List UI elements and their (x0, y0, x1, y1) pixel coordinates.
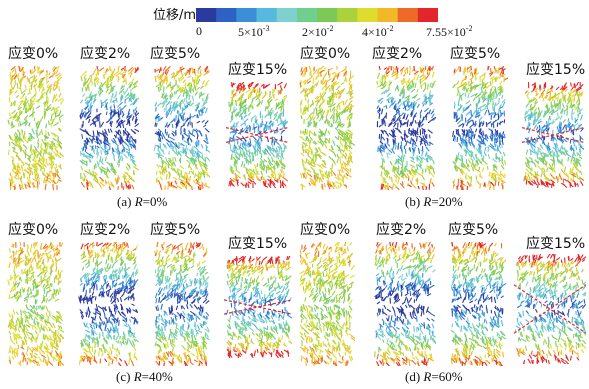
strain-label: 应变5% (150, 46, 201, 62)
colorbar-segment (296, 8, 318, 22)
colorbar-label-2: 2×10-2 (302, 24, 334, 39)
strain-label: 应变15% (526, 236, 586, 252)
strain-label: 应变2% (372, 46, 423, 62)
shear-band-line (514, 284, 586, 334)
sample-cylinder (153, 66, 210, 190)
colorbar-title: 位移/m (153, 8, 197, 23)
shear-band-line (522, 126, 584, 144)
colorbar (196, 8, 438, 22)
strain-label: 应变2% (80, 46, 131, 62)
sample-cylinder (7, 66, 64, 190)
strain-label: 应变5% (448, 222, 499, 238)
strain-label: 应变0% (8, 222, 59, 238)
colorbar-label-4: 7.55×10-2 (426, 24, 473, 39)
panel-caption: (b) R=20% (405, 194, 463, 209)
sample-cylinder (522, 82, 584, 188)
colorbar-segment (276, 8, 298, 22)
strain-label: 应变0% (300, 46, 351, 62)
panel-caption: (d) R=60% (405, 369, 463, 384)
strain-label: 应变15% (228, 62, 288, 78)
sample-cylinder (226, 82, 288, 188)
sample-cylinder (7, 242, 64, 366)
sample-cylinder (224, 256, 292, 358)
sample-cylinder (450, 242, 506, 366)
strain-label: 应变5% (450, 46, 501, 62)
colorbar-segment (236, 8, 258, 22)
strain-label: 应变2% (80, 222, 131, 238)
strain-label: 应变15% (228, 236, 288, 252)
colorbar-segment (216, 8, 237, 22)
colorbar-segment (196, 8, 217, 22)
strain-label: 应变15% (526, 62, 586, 78)
colorbar-label-1: 5×10-3 (238, 24, 270, 39)
colorbar-segment (337, 8, 358, 22)
sample-cylinder (452, 66, 508, 190)
colorbar-label-0: 0 (196, 24, 202, 38)
colorbar-segment (256, 8, 278, 22)
colorbar-label-3: 4×10-2 (362, 24, 394, 39)
sample-cylinder (79, 66, 139, 190)
colorbar-segment (397, 8, 419, 22)
colorbar-segment (377, 8, 399, 22)
strain-label: 应变5% (150, 222, 201, 238)
shear-band-line (514, 284, 586, 334)
sample-cylinder (154, 242, 210, 366)
sample-cylinder (299, 66, 355, 190)
colorbar-segment (417, 8, 438, 22)
strain-label: 应变2% (376, 222, 427, 238)
shear-band-line (226, 126, 288, 144)
shear-band-line (224, 299, 292, 315)
colorbar-segment (357, 8, 379, 22)
shear-band-line (224, 299, 292, 315)
sample-cylinder (78, 242, 139, 366)
colorbar-segment (317, 8, 338, 22)
strain-label: 应变0% (8, 46, 59, 62)
panel-caption: (c) R=40% (116, 369, 173, 384)
sample-cylinder (376, 66, 436, 190)
sample-cylinder (374, 242, 436, 366)
sample-cylinder (299, 242, 355, 366)
strain-label: 应变0% (300, 222, 351, 238)
sample-cylinder (514, 254, 586, 364)
panel-caption: (a) R=0% (117, 194, 168, 209)
